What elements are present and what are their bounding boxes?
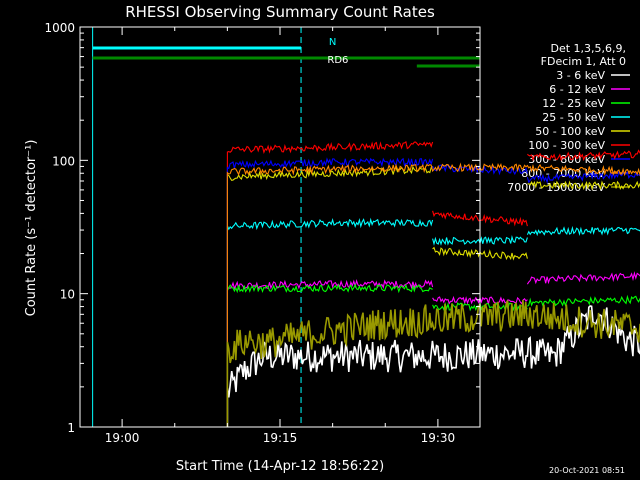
flag-label-rd6: RD6	[327, 55, 348, 66]
legend-label-7000-15000-kev: 7000 - 15000 keV	[507, 181, 605, 194]
series-line-800-7000-kev	[226, 162, 640, 427]
y-tick-label-10: 10	[60, 288, 75, 302]
generation-timestamp: 20-Oct-2021 08:51	[549, 466, 625, 475]
legend-label-25-50-kev: 25 - 50 keV	[542, 111, 605, 124]
chart-title: RHESSI Observing Summary Count Rates	[125, 3, 435, 21]
y-tick-label-1: 1	[67, 421, 75, 435]
legend-label-3-6-kev: 3 - 6 keV	[556, 69, 605, 82]
y-tick-label-100: 100	[52, 154, 75, 168]
legend-label-100-300-kev: 100 - 300 keV	[528, 139, 605, 152]
legend-header-line-2: FDecim 1, Att 0	[541, 55, 626, 68]
x-axis-label: Start Time (14-Apr-12 18:56:22)	[176, 459, 384, 474]
legend-label-50-100-kev: 50 - 100 keV	[535, 125, 605, 138]
series-line-3-6-kev	[226, 305, 640, 427]
legend-header-line-1: Det 1,3,5,6,9,	[550, 42, 626, 55]
series-line-7000-15000-kev	[226, 299, 640, 427]
x-tick-label-19:15: 19:15	[263, 431, 298, 445]
x-tick-label-19:30: 19:30	[421, 431, 456, 445]
legend-label-6-12-kev: 6 - 12 keV	[549, 83, 605, 96]
legend-label-12-25-kev: 12 - 25 keV	[542, 97, 605, 110]
y-tick-label-1000: 1000	[44, 21, 75, 35]
flag-label-n: N	[329, 37, 336, 48]
x-tick-label-19:00: 19:00	[105, 431, 140, 445]
y-axis-label: Count Rate (s⁻¹ detector⁻¹)	[24, 140, 39, 317]
